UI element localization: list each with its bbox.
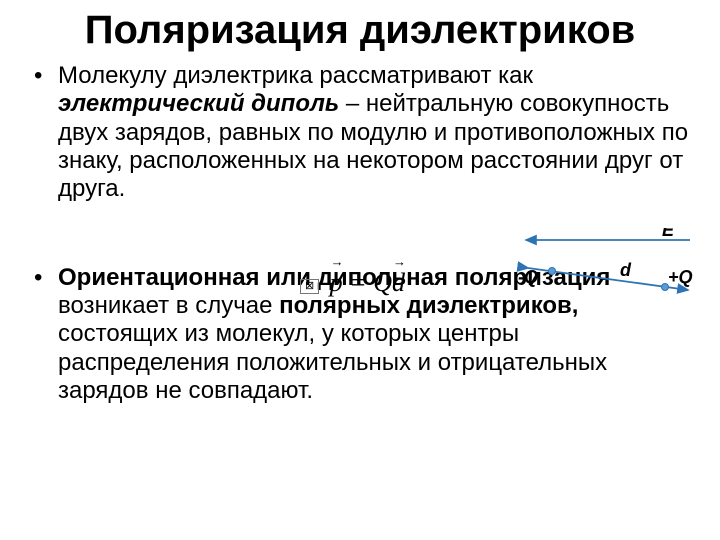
formula: ⊠ p = Qd (300, 268, 410, 302)
dipole-diagram: E -Q +Q d (500, 228, 700, 318)
e-label: E (662, 228, 675, 240)
neg-charge-dot (549, 268, 556, 275)
bullet-2-post: состоящих из молекул, у которых центры р… (58, 320, 607, 404)
bullet-1-emph: электрический диполь (58, 90, 346, 117)
slide-title: Поляризация диэлектриков (30, 8, 690, 52)
neg-q-label: -Q (518, 267, 538, 287)
bullet-1: Молекулу диэлектрика рассматривают как э… (30, 62, 690, 204)
dipole-svg: E -Q +Q d (500, 228, 700, 318)
formula-d: d (392, 268, 405, 298)
formula-eq: = (343, 268, 374, 297)
formula-Q: Q (373, 268, 392, 297)
bullet-2-mid1: возникает в случае (58, 292, 279, 319)
formula-p: p (330, 268, 343, 298)
pos-q-label: +Q (668, 267, 693, 287)
formula-placeholder-icon: ⊠ (300, 279, 319, 294)
formula-text: p = Qd (330, 268, 405, 297)
bullet-1-pre: Молекулу диэлектрика рассматривают как (58, 62, 533, 89)
d-label: d (620, 260, 632, 280)
slide: Поляризация диэлектриков Молекулу диэлек… (0, 0, 720, 540)
